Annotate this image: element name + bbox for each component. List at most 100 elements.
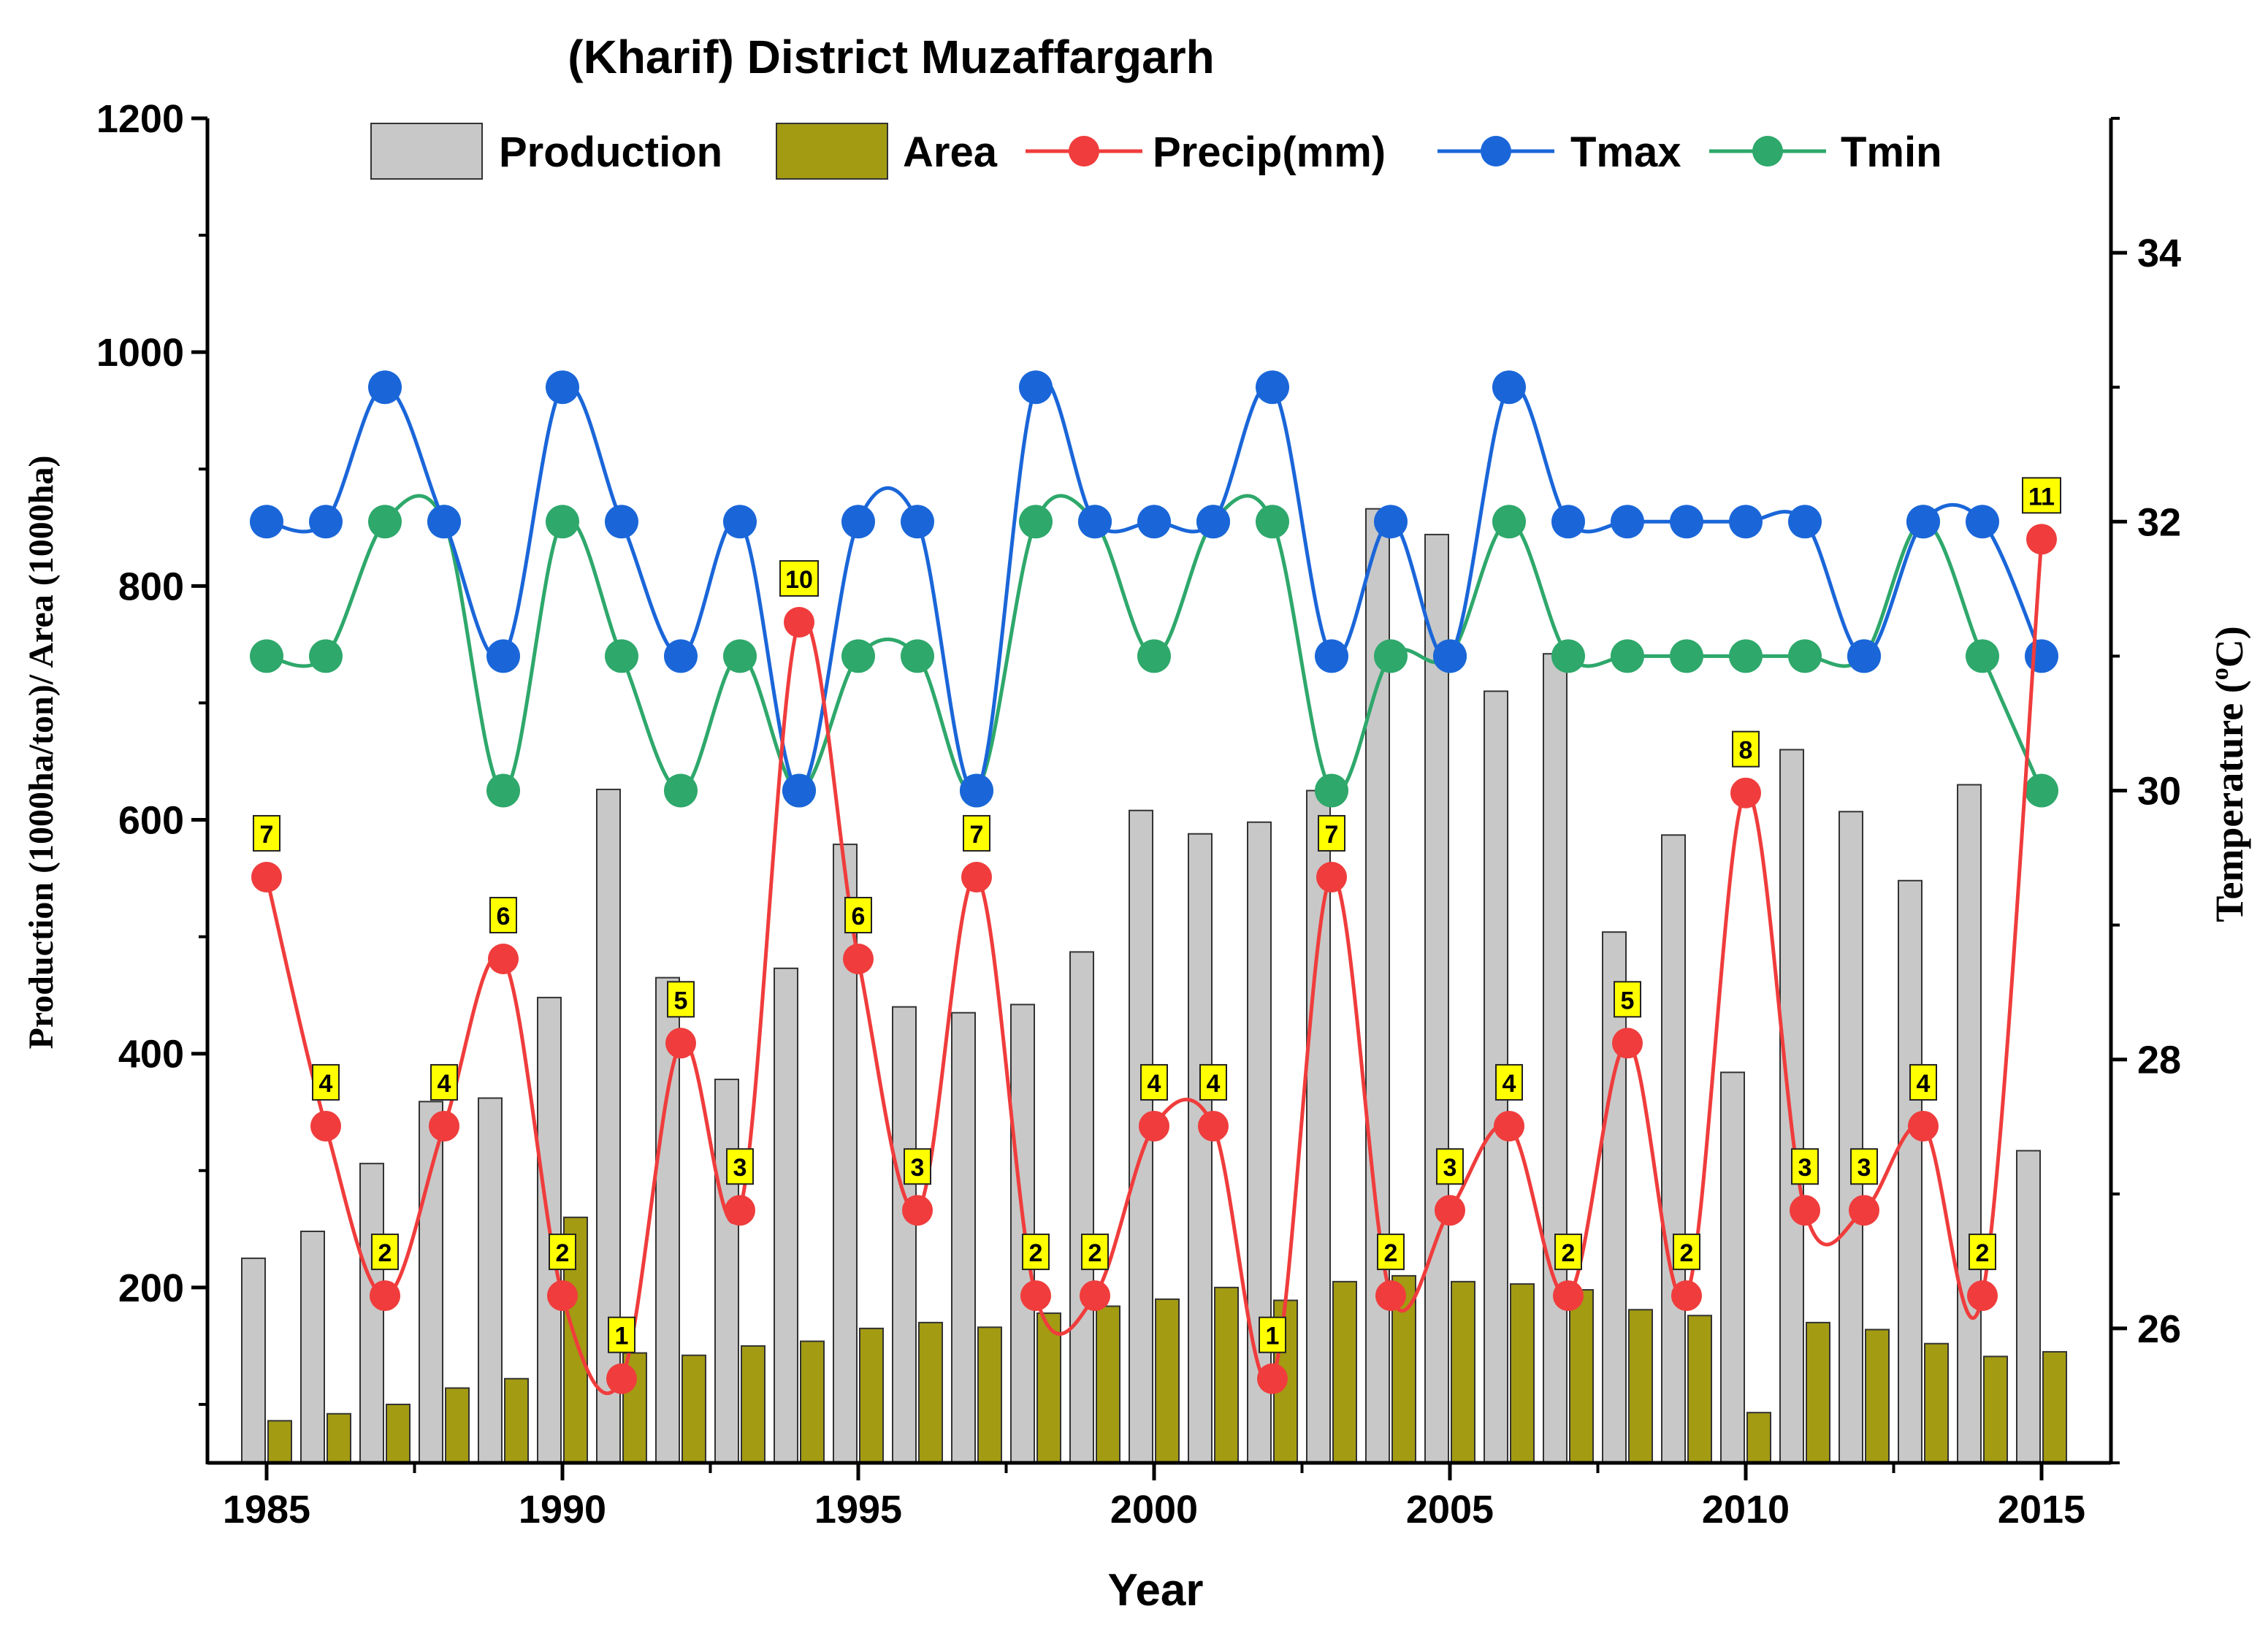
tmin-point-1993 <box>723 639 757 673</box>
precip-point-1987 <box>370 1280 400 1312</box>
tmin-point-1995 <box>841 639 875 673</box>
precip-point-1997 <box>961 861 992 892</box>
area-bar-1999 <box>1096 1305 1120 1464</box>
tmin-point-2015 <box>2025 773 2058 808</box>
area-bar-2010 <box>1746 1412 1771 1464</box>
precip-point-1998 <box>1020 1280 1051 1312</box>
precip-data-label-2003: 7 <box>1325 821 1339 849</box>
production-bar-2011 <box>1779 749 1804 1464</box>
precip-data-label-2009: 2 <box>1680 1239 1694 1267</box>
precip-label-box-2013 <box>1909 1063 1937 1101</box>
precip-data-label-2014: 2 <box>1976 1239 1990 1267</box>
precip-label-box-1988 <box>430 1063 458 1101</box>
production-bar-1993 <box>714 1078 739 1464</box>
precip-point-2002 <box>1257 1363 1288 1394</box>
precip-point-1985 <box>251 861 282 892</box>
precip-data-label-1994: 10 <box>785 566 813 594</box>
tmin-point-2010 <box>1729 639 1763 673</box>
area-bar-1996 <box>918 1321 943 1464</box>
production-bar-1999 <box>1069 951 1094 1464</box>
precip-label-box-2015 <box>2022 477 2061 514</box>
precip-point-2004 <box>1375 1280 1406 1312</box>
production-bar-1991 <box>596 788 621 1464</box>
tmax-point-2015 <box>2025 639 2058 673</box>
precip-data-label-1986: 4 <box>319 1070 333 1098</box>
precip-point-1995 <box>843 944 874 975</box>
area-bar-2012 <box>1865 1328 1890 1464</box>
precip-point-2008 <box>1612 1028 1643 1059</box>
y-tick-label-400: 400 <box>118 1033 184 1077</box>
production-bar-2008 <box>1602 931 1627 1464</box>
precip-label-box-1990 <box>549 1234 576 1271</box>
precip-point-1991 <box>606 1363 637 1394</box>
tmin-point-1992 <box>664 773 698 808</box>
tmax-point-2007 <box>1551 505 1585 539</box>
y-axis-label: Production (1000ha/ton)/ Area (1000ha) <box>22 456 61 1049</box>
area-bar-1993 <box>741 1345 765 1464</box>
legend-label-tmax: Tmax <box>1570 129 1681 176</box>
y2-axis-label-base: Temperature ( <box>2207 680 2251 922</box>
area-bar-2005 <box>1451 1280 1475 1464</box>
y-tick-label-800: 800 <box>118 565 184 608</box>
precip-point-2013 <box>1908 1110 1939 1142</box>
area-bar-1987 <box>386 1403 411 1464</box>
area-bar-1992 <box>681 1354 706 1464</box>
tmax-point-2006 <box>1492 370 1526 405</box>
precip-data-label-2005: 3 <box>1443 1154 1457 1182</box>
precip-label-box-1992 <box>667 981 695 1018</box>
production-bar-1985 <box>241 1257 266 1464</box>
legend-swatch-production <box>370 123 483 180</box>
area-bar-2007 <box>1569 1289 1594 1464</box>
precip-data-label-1989: 6 <box>497 903 511 930</box>
tmax-point-2010 <box>1729 505 1763 539</box>
tmax-point-1997 <box>960 773 993 808</box>
precip-data-label-2006: 4 <box>1503 1070 1516 1098</box>
x-tick-label-2010: 2010 <box>1702 1488 1790 1532</box>
precip-label-box-2006 <box>1495 1063 1523 1101</box>
tmin-point-1996 <box>901 639 934 673</box>
area-bar-2011 <box>1806 1321 1830 1464</box>
precip-label-box-1998 <box>1022 1234 1050 1271</box>
precip-label-box-2011 <box>1791 1148 1819 1185</box>
precip-label-box-2003 <box>1318 814 1345 852</box>
precip-data-label-2004: 2 <box>1384 1239 1398 1267</box>
tmin-point-1989 <box>486 773 520 808</box>
precip-point-1994 <box>784 606 814 638</box>
tmax-point-2012 <box>1847 639 1881 673</box>
production-bar-1989 <box>478 1097 503 1464</box>
precip-label-box-2009 <box>1673 1234 1700 1271</box>
production-bar-2010 <box>1720 1071 1745 1464</box>
area-bar-1986 <box>327 1412 351 1464</box>
area-bar-2001 <box>1214 1286 1239 1464</box>
precip-point-1986 <box>310 1110 341 1142</box>
production-bar-2015 <box>2016 1150 2041 1464</box>
tmin-point-2002 <box>1256 505 1289 539</box>
precip-data-label-2010: 8 <box>1739 737 1753 765</box>
tmin-point-2003 <box>1315 773 1348 808</box>
precip-point-1996 <box>902 1195 933 1226</box>
legend-marker-tmin <box>1752 136 1783 167</box>
precip-point-2010 <box>1730 777 1761 808</box>
precip-label-box-1999 <box>1081 1234 1109 1271</box>
area-bar-1998 <box>1036 1312 1061 1464</box>
precip-point-1988 <box>429 1110 459 1142</box>
precip-label-box-2005 <box>1436 1148 1464 1185</box>
precip-data-label-1993: 3 <box>733 1154 747 1182</box>
precip-data-label-1990: 2 <box>556 1239 570 1267</box>
precip-data-label-1995: 6 <box>852 903 866 930</box>
precip-label-box-2008 <box>1614 981 1641 1018</box>
precip-data-label-2002: 1 <box>1266 1323 1280 1350</box>
tmax-point-2001 <box>1196 505 1230 539</box>
y2-axis-label-unit: C) <box>2207 626 2251 668</box>
area-bar-1989 <box>504 1377 529 1464</box>
x-tick-label-1990: 1990 <box>519 1488 606 1532</box>
precip-label-box-1996 <box>904 1148 931 1185</box>
production-bar-1994 <box>774 967 798 1464</box>
tmax-point-1992 <box>664 639 698 673</box>
tmax-point-1988 <box>427 505 461 539</box>
tmin-point-2000 <box>1137 639 1171 673</box>
tmax-point-1995 <box>841 505 875 539</box>
precip-point-1990 <box>547 1280 578 1312</box>
